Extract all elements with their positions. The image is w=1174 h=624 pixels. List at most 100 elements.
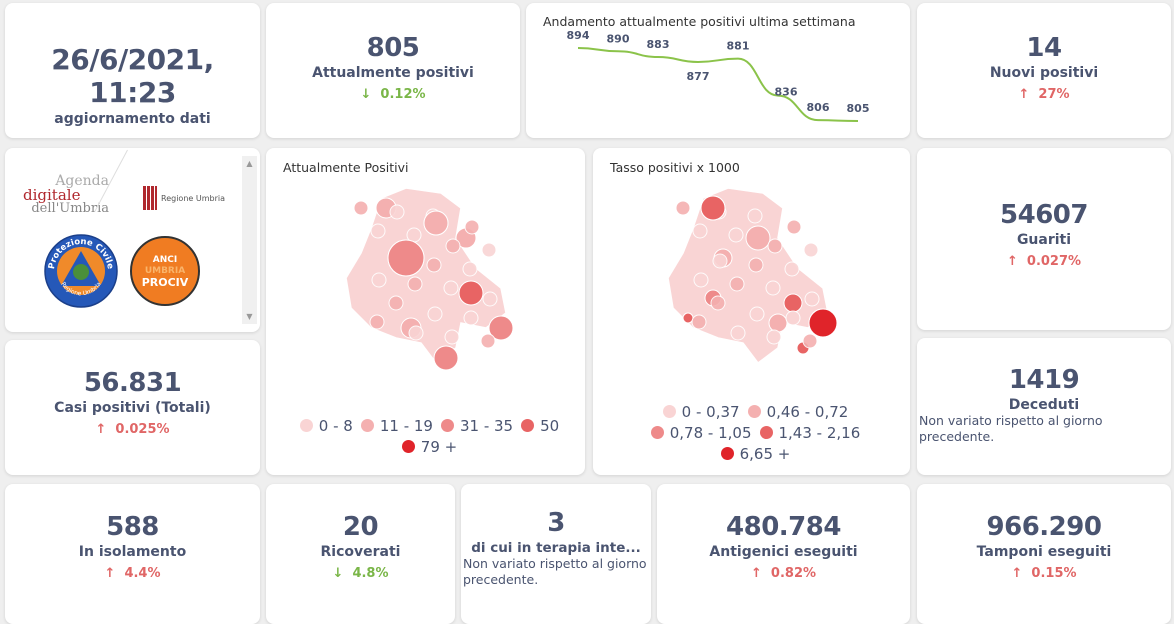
data-label: 806 bbox=[807, 101, 830, 114]
prociv-text: PROCIV bbox=[141, 276, 189, 289]
municipality-region bbox=[692, 223, 708, 239]
protezione-civile-logo: Protezione Civile Regione Umbria bbox=[44, 234, 118, 308]
municipality-region bbox=[784, 261, 800, 277]
tamponi-delta: ↑ 0.15% bbox=[917, 566, 1171, 581]
trend-line bbox=[577, 47, 859, 122]
municipality-region bbox=[433, 345, 459, 371]
legend-item[interactable]: 50 bbox=[513, 417, 559, 435]
municipality-region bbox=[786, 219, 802, 235]
municipality-region bbox=[369, 314, 385, 330]
municipality-region bbox=[444, 329, 460, 345]
legend-item[interactable]: 0,78 - 1,05 bbox=[643, 424, 752, 442]
municipality-region bbox=[748, 257, 764, 273]
municipality-region bbox=[488, 315, 514, 341]
municipality-region bbox=[370, 223, 386, 239]
arrow-up-icon: ↑ bbox=[1018, 87, 1030, 102]
municipality-region bbox=[387, 239, 425, 277]
municipality-region bbox=[745, 225, 771, 251]
guariti-card: 54607 Guariti ↑ 0.027% bbox=[917, 148, 1171, 330]
municipality-region bbox=[445, 238, 461, 254]
casi-value: 56.831 bbox=[83, 368, 182, 398]
terapia-note: Non variato rispetto al giorno precedent… bbox=[463, 556, 647, 587]
municipality-region bbox=[730, 325, 746, 341]
legend-item[interactable]: 0 - 0,37 bbox=[655, 403, 740, 421]
municipality-region bbox=[407, 276, 423, 292]
legend-dot-icon bbox=[521, 419, 535, 432]
deceduti-note: Non variato rispetto al giorno precedent… bbox=[919, 413, 1103, 444]
data-label: 881 bbox=[727, 40, 750, 53]
deceduti-value: 1419 bbox=[1008, 365, 1080, 395]
ricoverati-card: 20 Ricoverati ↓ 4.8% bbox=[266, 484, 455, 624]
municipality-region bbox=[783, 293, 803, 313]
isolamento-label: In isolamento bbox=[78, 544, 187, 560]
terapia-value: 3 bbox=[547, 508, 565, 538]
legend-item[interactable]: 0 - 8 bbox=[292, 417, 353, 435]
legend-item[interactable]: 31 - 35 bbox=[433, 417, 513, 435]
tamponi-card: 966.290 Tamponi eseguiti ↑ 0.15% bbox=[917, 484, 1171, 624]
logos-scrollbar[interactable]: ▲ ▼ bbox=[242, 156, 257, 324]
umbria-map-positivi[interactable] bbox=[266, 178, 585, 428]
legend-item[interactable]: 1,43 - 2,16 bbox=[752, 424, 860, 442]
regione-umbria-logo: Regione Umbria bbox=[143, 186, 225, 210]
attualmente-label: Attualmente positivi bbox=[312, 65, 474, 81]
arrow-up-icon: ↑ bbox=[95, 422, 107, 437]
legend-item[interactable]: 79 + bbox=[394, 438, 457, 456]
ricoverati-delta-value: 4.8% bbox=[352, 566, 389, 581]
guariti-value: 54607 bbox=[1000, 200, 1088, 230]
legend-label: 0,78 - 1,05 bbox=[669, 424, 752, 442]
municipality-region bbox=[462, 261, 478, 277]
guariti-delta-value: 0.027% bbox=[1026, 254, 1082, 269]
antigenici-label: Antigenici eseguiti bbox=[709, 544, 858, 560]
umbria-map-tasso[interactable] bbox=[593, 178, 910, 408]
antigenici-delta: ↑ 0.82% bbox=[657, 566, 910, 581]
regione-text: Regione Umbria bbox=[161, 193, 225, 203]
legend-dot-icon bbox=[720, 447, 734, 460]
data-label: 805 bbox=[847, 102, 870, 115]
casi-label: Casi positivi (Totali) bbox=[54, 400, 211, 416]
guariti-delta: ↑ 0.027% bbox=[917, 254, 1171, 269]
ricoverati-value: 20 bbox=[342, 512, 379, 542]
municipality-region bbox=[803, 242, 819, 258]
legend-item[interactable]: 0,46 - 0,72 bbox=[740, 403, 848, 421]
municipality-region bbox=[765, 280, 781, 296]
casi-delta: ↑ 0.025% bbox=[5, 422, 260, 437]
map1-title: Attualmente Positivi bbox=[283, 160, 409, 175]
municipality-region bbox=[747, 208, 763, 224]
update-datetime: 26/6/2021, 11:23 bbox=[51, 43, 214, 109]
chart-title: Andamento attualmente positivi ultima se… bbox=[543, 14, 856, 29]
arrow-down-icon: ↓ bbox=[332, 566, 344, 581]
municipality-region bbox=[712, 253, 728, 269]
data-label: 877 bbox=[687, 70, 710, 83]
tamponi-label: Tamponi eseguiti bbox=[976, 544, 1112, 560]
map1-legend: 0 - 8 11 - 19 31 - 35 50 79 + bbox=[266, 416, 585, 458]
anci-text: ANCI bbox=[152, 255, 178, 265]
scroll-up-arrow-icon[interactable]: ▲ bbox=[246, 159, 253, 168]
municipality-region bbox=[808, 308, 838, 338]
scroll-down-arrow-icon[interactable]: ▼ bbox=[246, 312, 253, 321]
municipality-region bbox=[423, 210, 449, 236]
legend-label: 6,65 + bbox=[739, 445, 791, 463]
nuovi-delta-value: 27% bbox=[1038, 87, 1070, 102]
legend-item[interactable]: 6,65 + bbox=[713, 445, 791, 463]
legend-item[interactable]: 11 - 19 bbox=[353, 417, 433, 435]
casi-totali-card: 56.831 Casi positivi (Totali) ↑ 0.025% bbox=[5, 340, 260, 475]
regione-emblem-icon bbox=[143, 186, 157, 210]
data-label: 836 bbox=[775, 86, 798, 99]
ricoverati-delta: ↓ 4.8% bbox=[266, 566, 455, 581]
deceduti-label: Deceduti bbox=[1008, 397, 1080, 413]
legend-dot-icon bbox=[401, 440, 415, 453]
legend-label: 31 - 35 bbox=[459, 417, 514, 435]
update-card: 26/6/2021, 11:23 aggiornamento dati bbox=[5, 3, 260, 138]
attualmente-positivi-card: 805 Attualmente positivi ↓ 0.12% bbox=[266, 3, 520, 138]
municipality-region bbox=[371, 272, 387, 288]
tamponi-delta-value: 0.15% bbox=[1031, 566, 1077, 581]
map2-legend: 0 - 0,37 0,46 - 0,72 0,78 - 1,05 1,43 - 2,1… bbox=[593, 402, 910, 465]
arrow-up-icon: ↑ bbox=[750, 566, 762, 581]
attualmente-value: 805 bbox=[366, 33, 420, 63]
isolamento-value: 588 bbox=[106, 512, 159, 542]
municipality-region bbox=[389, 204, 405, 220]
municipality-region bbox=[353, 200, 369, 216]
municipality-region bbox=[728, 227, 744, 243]
antigenici-value: 480.784 bbox=[726, 512, 841, 542]
legend-label: 11 - 19 bbox=[379, 417, 433, 435]
